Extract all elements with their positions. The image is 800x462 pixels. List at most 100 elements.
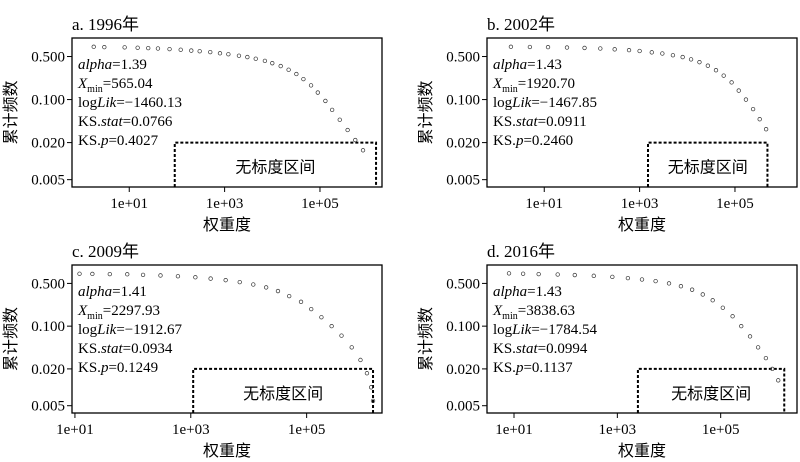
- data-point: [776, 378, 781, 383]
- data-point: [140, 272, 146, 278]
- data-point: [91, 44, 96, 49]
- data-point: [710, 298, 715, 303]
- stat-alpha: alpha=1.41: [78, 284, 147, 300]
- data-point: [286, 67, 291, 72]
- stat-ks-stat: KS.stat=0.0934: [78, 341, 173, 357]
- scale-free-region: [192, 367, 375, 413]
- data-point: [294, 71, 299, 77]
- x-tick-label: 1e+05: [288, 422, 326, 438]
- data-point: [262, 58, 268, 64]
- data-point: [275, 288, 281, 294]
- x-tick-label: 1e+01: [56, 422, 94, 438]
- x-axis-label: 权重度: [203, 215, 251, 234]
- data-point: [370, 398, 376, 404]
- data-point: [175, 274, 181, 279]
- x-axis-label: 权重度: [618, 215, 666, 234]
- data-point: [697, 60, 702, 65]
- data-point: [639, 277, 645, 282]
- data-point: [527, 44, 533, 50]
- data-point: [146, 45, 151, 51]
- data-point: [545, 45, 551, 50]
- x-tick-label: 1e+03: [599, 422, 637, 438]
- data-point: [236, 53, 242, 58]
- x-tick-label: 1e+05: [702, 422, 740, 438]
- data-point: [178, 47, 183, 52]
- stat-loglik: logLik=−1912.67: [78, 322, 183, 338]
- stat-ks-p: KS.p=0.4027: [78, 133, 159, 149]
- data-point: [666, 281, 672, 286]
- data-point: [705, 63, 711, 68]
- x-tick-label: 1e+01: [525, 196, 563, 212]
- data-point: [582, 45, 587, 51]
- y-tick-label: 0.500: [446, 50, 480, 66]
- y-tick-label: 0.005: [446, 399, 480, 415]
- data-point: [757, 117, 762, 122]
- data-point: [77, 271, 82, 276]
- data-point: [251, 282, 256, 287]
- data-point: [572, 272, 577, 278]
- data-point: [208, 49, 213, 55]
- scale-free-region-label: 无标度区间: [668, 158, 748, 177]
- data-point: [278, 63, 283, 69]
- stat-ks-stat: KS.stat=0.0911: [493, 114, 587, 130]
- data-point: [747, 334, 753, 339]
- y-axis-label: 累计频数: [1, 80, 20, 144]
- data-point: [309, 306, 314, 312]
- x-axis-label: 权重度: [203, 441, 251, 460]
- data-point: [625, 275, 631, 281]
- data-point: [193, 275, 198, 280]
- stat-xmin: Xmin=2297.93: [77, 303, 160, 322]
- data-point: [107, 271, 112, 277]
- stat-alpha: alpha=1.43: [493, 57, 562, 73]
- data-point: [626, 47, 632, 53]
- chart-title: b. 2002年: [487, 15, 555, 34]
- data-point: [245, 54, 250, 60]
- stat-loglik: logLik=−1467.85: [493, 95, 597, 111]
- data-point: [125, 272, 130, 277]
- data-point: [319, 315, 324, 320]
- data-point: [680, 54, 685, 60]
- data-point: [155, 46, 161, 51]
- data-point: [721, 73, 726, 78]
- data-point: [598, 46, 603, 51]
- data-point: [158, 273, 163, 278]
- data-point: [536, 271, 541, 277]
- data-point: [360, 148, 366, 153]
- data-point: [167, 46, 172, 52]
- data-point: [337, 117, 342, 122]
- data-point: [226, 52, 231, 57]
- data-point: [739, 324, 744, 329]
- data-point: [763, 127, 769, 132]
- scale-free-region: [636, 367, 786, 413]
- data-point: [700, 292, 705, 297]
- data-point: [689, 287, 695, 292]
- data-point: [339, 333, 344, 338]
- scale-free-region: [173, 141, 378, 187]
- x-tick-label: 1e+05: [301, 196, 339, 212]
- data-point: [189, 48, 194, 53]
- data-point: [649, 50, 654, 55]
- y-tick-label: 0.500: [31, 276, 65, 292]
- x-tick-label: 1e+01: [110, 196, 148, 212]
- stat-ks-p: KS.p=0.2460: [493, 133, 573, 149]
- plot-frame: [71, 264, 383, 414]
- data-point: [263, 285, 269, 290]
- data-point: [612, 47, 617, 52]
- data-point: [323, 98, 328, 104]
- y-tick-label: 0.005: [31, 173, 65, 189]
- x-tick-label: 1e+03: [172, 422, 210, 438]
- data-point: [217, 51, 223, 56]
- y-tick-label: 0.020: [31, 362, 65, 378]
- stat-xmin: Xmin=3838.63: [492, 303, 575, 322]
- data-point: [122, 45, 127, 50]
- plot-frame: [486, 37, 798, 188]
- stat-xmin: Xmin=565.04: [77, 76, 153, 95]
- data-point: [660, 51, 665, 56]
- data-point: [308, 83, 314, 88]
- stat-xmin: Xmin=1920.70: [492, 76, 575, 95]
- data-point: [353, 137, 358, 143]
- stat-loglik: logLik=−1784.54: [493, 322, 598, 338]
- data-point: [345, 127, 350, 133]
- stat-loglik: logLik=−1460.13: [78, 95, 182, 111]
